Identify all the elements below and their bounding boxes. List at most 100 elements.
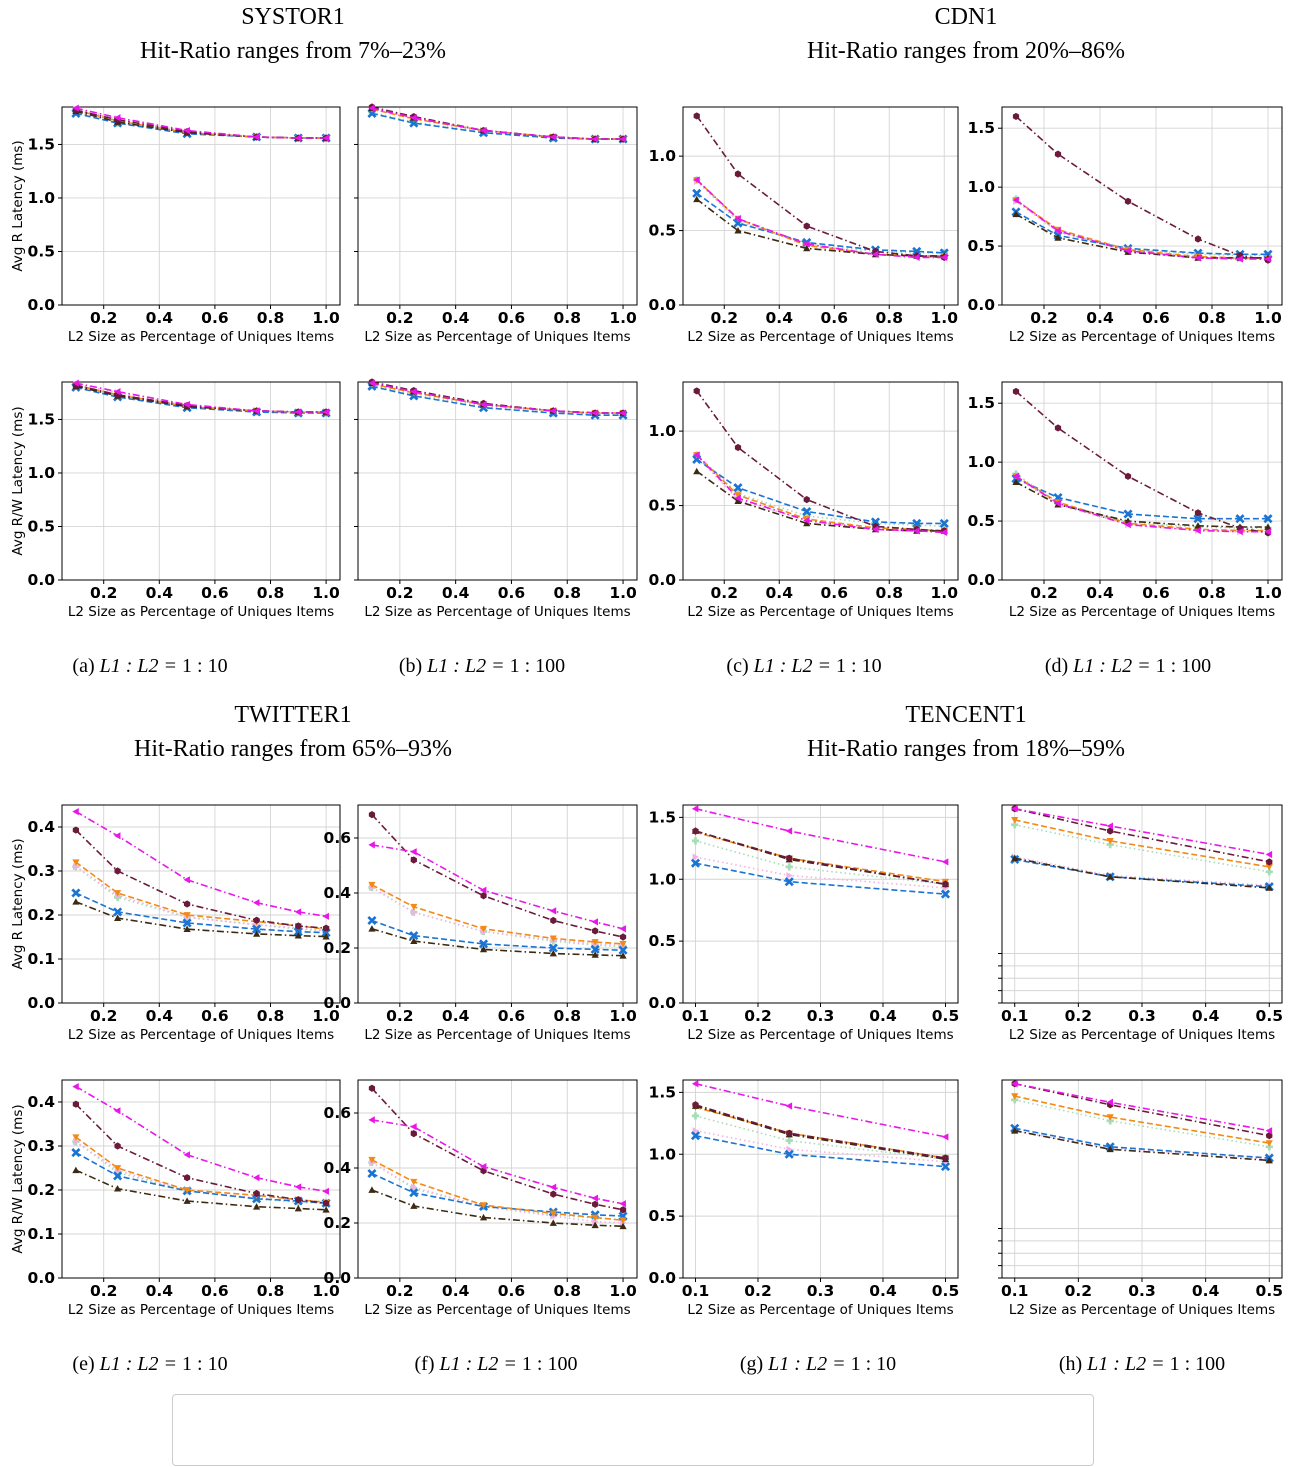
x-tick-label: 0.4	[766, 309, 794, 327]
chart-panel-h-R: 0.1 0.2 0.3 0.4 0.5 L2 Size as Percentage of …	[998, 804, 1283, 1043]
x-tick-label: 0.4	[1192, 1282, 1220, 1300]
chart-panel-b-R: 0.2 0.4 0.6 0.8 1.0 L2 Size as Percentage of …	[354, 103, 638, 345]
plot-frame	[1001, 381, 1283, 581]
data-point	[367, 1168, 377, 1179]
series-BiDiFilter50T	[72, 382, 330, 415]
x-tick-label: 0.4	[146, 309, 174, 327]
data-point	[183, 1197, 191, 1204]
data-point	[619, 1222, 627, 1230]
data-point	[114, 914, 122, 921]
series-line	[371, 886, 624, 947]
data-point	[1264, 255, 1271, 263]
data-point	[913, 527, 920, 535]
data-point	[253, 916, 260, 924]
series-BiDiFilterLRU	[72, 381, 330, 416]
data-point	[784, 1149, 794, 1159]
data-point	[693, 112, 700, 120]
x-axis-label: L2 Size as Percentage of Uniques Items	[1009, 1302, 1275, 1318]
data-point	[409, 1188, 419, 1198]
data-point	[591, 1214, 599, 1222]
series-line	[696, 179, 945, 254]
y-tick-label: 0.0	[28, 571, 56, 589]
y-tick-label: 0.5	[28, 242, 55, 260]
series-BiDiFilter1F	[72, 808, 329, 920]
data-point	[1107, 827, 1114, 835]
data-point	[734, 215, 741, 223]
plot-frame	[682, 106, 959, 306]
series-BiDiFilterLRU	[1012, 112, 1272, 264]
data-point	[549, 907, 557, 915]
data-point	[1124, 521, 1131, 529]
x-tick-label: 1.0	[609, 1282, 637, 1300]
x-tick-label: 0.6	[821, 309, 848, 327]
series-line	[75, 1136, 327, 1204]
series-line	[371, 884, 624, 945]
x-axis-label: L2 Size as Percentage of Uniques Items	[1009, 329, 1275, 345]
data-point	[591, 951, 599, 958]
data-point	[548, 943, 558, 953]
x-tick-label: 0.6	[201, 584, 228, 602]
x-axis-label: L2 Size as Percentage of Uniques Items	[364, 329, 630, 345]
data-point	[410, 937, 418, 945]
series-BiDiFilter1F	[693, 176, 948, 261]
caption-tag: (g)	[740, 1353, 768, 1375]
series-line	[695, 1115, 946, 1160]
data-point	[550, 916, 557, 925]
data-point	[410, 114, 417, 122]
data-point	[550, 1190, 557, 1198]
data-point	[183, 900, 191, 908]
y-tick-label: 0.0	[649, 296, 677, 314]
data-point	[1011, 1127, 1019, 1134]
series-BiDiFilterLRU	[368, 103, 627, 143]
y-axis-label: Avg R Latency (ms)	[10, 140, 26, 271]
series-BiDiFilter1F	[1011, 805, 1273, 859]
caption-tag: (b)	[399, 655, 427, 677]
x-tick-label: 0.4	[1086, 584, 1114, 602]
data-point	[1124, 247, 1131, 255]
caption-ratio: 1 : 100	[510, 655, 566, 677]
data-point	[1123, 509, 1133, 519]
x-axis-label: L2 Size as Percentage of Uniques Items	[1009, 1027, 1275, 1043]
caption-lhs: L1 : L2 =	[99, 1353, 182, 1375]
data-point	[619, 925, 626, 933]
data-point	[114, 114, 121, 122]
x-tick-label: 0.2	[744, 1282, 771, 1300]
data-point	[590, 944, 600, 954]
data-point	[72, 1134, 80, 1141]
data-point	[253, 899, 260, 907]
data-point	[114, 1142, 121, 1150]
data-point	[591, 939, 599, 946]
chart-panel-a-RW: 0.2 0.4 0.6 0.8 1.0 0.0 0.5 1.0 1.5 L2 Size as Pe…	[10, 379, 341, 620]
series-line	[371, 1161, 624, 1224]
series-BiDiFilter1F	[72, 104, 329, 142]
x-tick-label: 0.4	[442, 1007, 470, 1025]
y-tick-label: 1.0	[28, 189, 56, 207]
data-point	[368, 1084, 376, 1092]
series-BiDiFilter50F	[1011, 1093, 1273, 1147]
data-point	[803, 496, 810, 504]
x-tick-label: 0.2	[1065, 1282, 1092, 1300]
data-point	[322, 932, 330, 940]
series-line	[1015, 390, 1269, 534]
y-tick-label: 0.5	[649, 497, 676, 515]
data-point	[803, 222, 810, 230]
series-line	[75, 1103, 327, 1204]
y-tick-label: 1.5	[968, 394, 995, 412]
x-axis-label: L2 Size as Percentage of Uniques Items	[68, 329, 334, 345]
x-tick-label: 0.4	[146, 1007, 174, 1025]
data-point	[410, 848, 417, 856]
data-point	[253, 1189, 260, 1198]
data-point	[1265, 850, 1273, 859]
data-point	[479, 1163, 487, 1171]
caption-ratio: 1 : 10	[851, 1353, 897, 1375]
data-point	[803, 512, 811, 520]
x-tick-label: 0.2	[90, 1007, 117, 1025]
series-BiDiFilter50F	[72, 107, 330, 142]
y-tick-label: 0.0	[324, 1269, 352, 1287]
data-point	[1266, 1132, 1273, 1140]
data-point	[294, 1204, 302, 1212]
series-line	[1015, 475, 1268, 533]
series-line	[75, 110, 327, 139]
y-tick-label: 0.0	[968, 571, 996, 589]
data-point	[410, 1130, 417, 1138]
